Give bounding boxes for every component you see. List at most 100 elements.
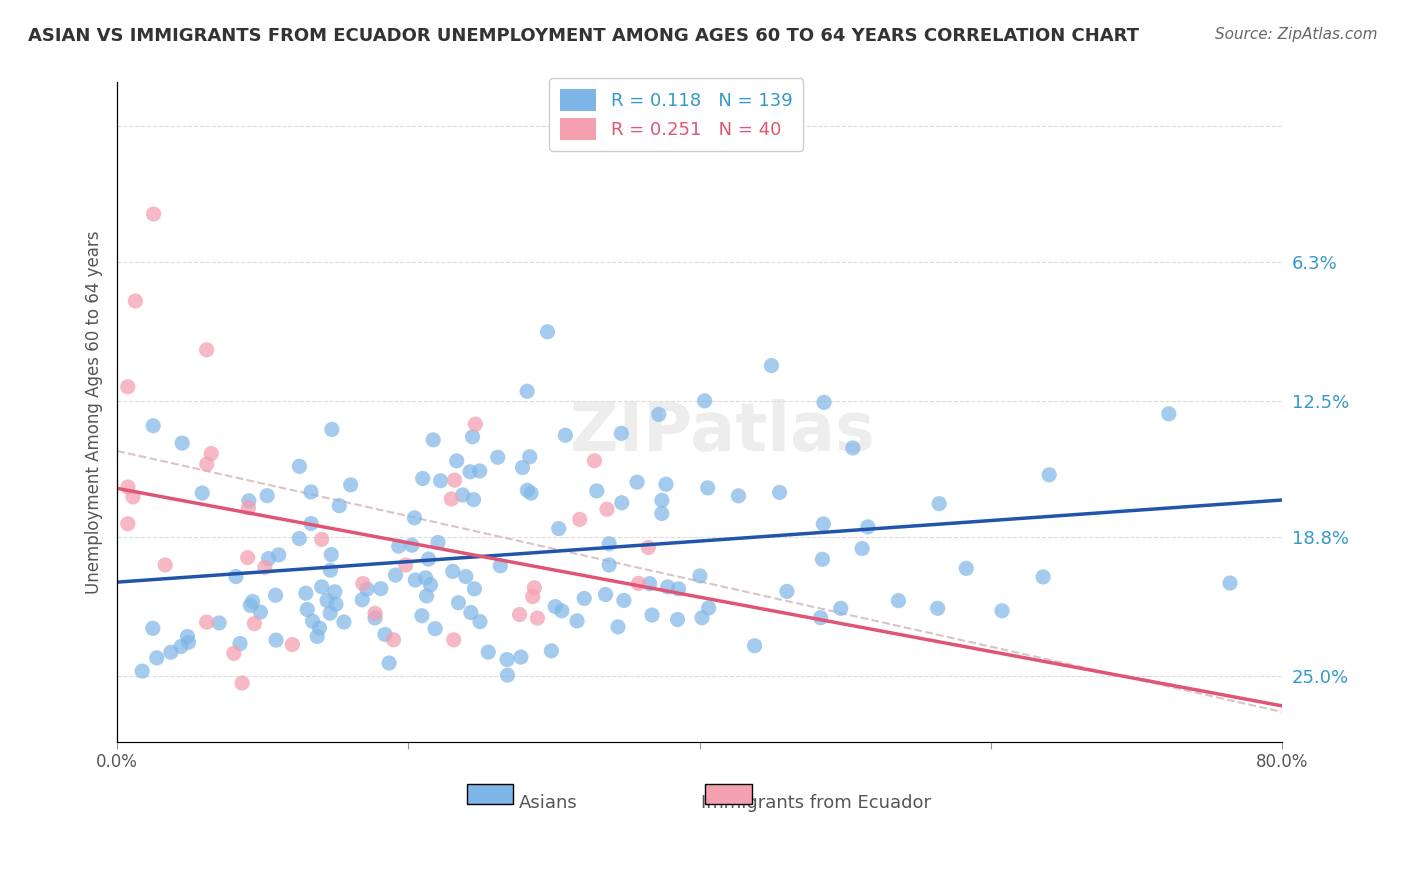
Point xyxy=(516,483,538,498)
Point xyxy=(142,207,165,221)
Point xyxy=(297,602,319,616)
Point xyxy=(319,563,342,577)
Point xyxy=(242,594,264,608)
Point xyxy=(364,611,387,625)
Point xyxy=(352,576,374,591)
Point xyxy=(655,477,678,491)
Point xyxy=(364,607,387,621)
Point xyxy=(856,520,879,534)
Point xyxy=(509,607,531,622)
Point xyxy=(295,586,318,600)
Point xyxy=(191,486,214,500)
Point xyxy=(693,393,716,408)
Point xyxy=(267,548,290,562)
Point xyxy=(222,646,245,660)
Point xyxy=(486,450,509,465)
Point xyxy=(225,569,247,583)
Point xyxy=(641,607,664,622)
Point xyxy=(195,615,218,629)
Point xyxy=(422,433,444,447)
Point xyxy=(401,538,423,552)
Point xyxy=(554,428,576,442)
Point xyxy=(316,593,339,607)
Point xyxy=(540,644,562,658)
Point xyxy=(288,532,311,546)
Point xyxy=(813,395,835,409)
Point xyxy=(301,614,323,628)
Text: Immigrants from Ecuador: Immigrants from Ecuador xyxy=(702,795,931,813)
Point xyxy=(238,493,260,508)
Point xyxy=(319,606,342,620)
Point xyxy=(440,491,463,506)
Point xyxy=(613,593,636,607)
Point xyxy=(382,632,405,647)
Point xyxy=(1219,576,1241,591)
Point xyxy=(418,552,440,566)
Point xyxy=(887,593,910,607)
Point xyxy=(810,610,832,624)
Point xyxy=(311,533,333,547)
Point xyxy=(307,630,329,644)
Point xyxy=(627,576,650,591)
Text: 80.0%: 80.0% xyxy=(1256,753,1308,771)
Point xyxy=(991,604,1014,618)
Point xyxy=(610,426,633,441)
Point xyxy=(231,676,253,690)
Point xyxy=(117,516,139,531)
Point xyxy=(595,587,617,601)
Point xyxy=(370,582,392,596)
Point xyxy=(352,592,374,607)
Text: ASIAN VS IMMIGRANTS FROM ECUADOR UNEMPLOYMENT AMONG AGES 60 TO 64 YEARS CORRELAT: ASIAN VS IMMIGRANTS FROM ECUADOR UNEMPLO… xyxy=(28,27,1139,45)
Point xyxy=(851,541,873,556)
Point xyxy=(200,446,222,460)
Point xyxy=(526,611,548,625)
Point xyxy=(523,581,546,595)
Point xyxy=(328,499,350,513)
Point xyxy=(374,627,396,641)
Point xyxy=(522,590,544,604)
Point xyxy=(427,535,450,549)
Point xyxy=(264,588,287,602)
Point xyxy=(404,511,426,525)
Point xyxy=(927,601,949,615)
Point xyxy=(264,633,287,648)
Point xyxy=(464,417,486,432)
Point xyxy=(955,561,977,575)
Point xyxy=(170,640,193,654)
Point xyxy=(928,497,950,511)
Point xyxy=(155,558,177,572)
Point xyxy=(117,380,139,394)
Point xyxy=(598,558,620,572)
Point xyxy=(666,613,689,627)
Point xyxy=(657,580,679,594)
Point xyxy=(468,615,491,629)
Point xyxy=(842,441,865,455)
Point xyxy=(544,599,567,614)
Point xyxy=(610,496,633,510)
Point xyxy=(572,591,595,606)
Point xyxy=(412,471,434,485)
Point xyxy=(607,620,630,634)
Point xyxy=(638,576,661,591)
Point xyxy=(238,500,260,515)
Point xyxy=(443,473,465,487)
Point xyxy=(489,558,512,573)
Point xyxy=(496,668,519,682)
Point xyxy=(568,512,591,526)
Point xyxy=(281,638,304,652)
Point xyxy=(333,615,356,629)
Point xyxy=(299,484,322,499)
Point xyxy=(512,460,534,475)
Point xyxy=(146,651,169,665)
Point xyxy=(447,596,470,610)
FancyBboxPatch shape xyxy=(467,784,513,805)
Point xyxy=(404,573,426,587)
Point xyxy=(131,664,153,678)
Text: ZIPatlas: ZIPatlas xyxy=(571,399,875,465)
Text: Source: ZipAtlas.com: Source: ZipAtlas.com xyxy=(1215,27,1378,42)
Point xyxy=(697,601,720,615)
Point xyxy=(441,565,464,579)
Point xyxy=(446,454,468,468)
Point xyxy=(257,551,280,566)
Point xyxy=(177,635,200,649)
